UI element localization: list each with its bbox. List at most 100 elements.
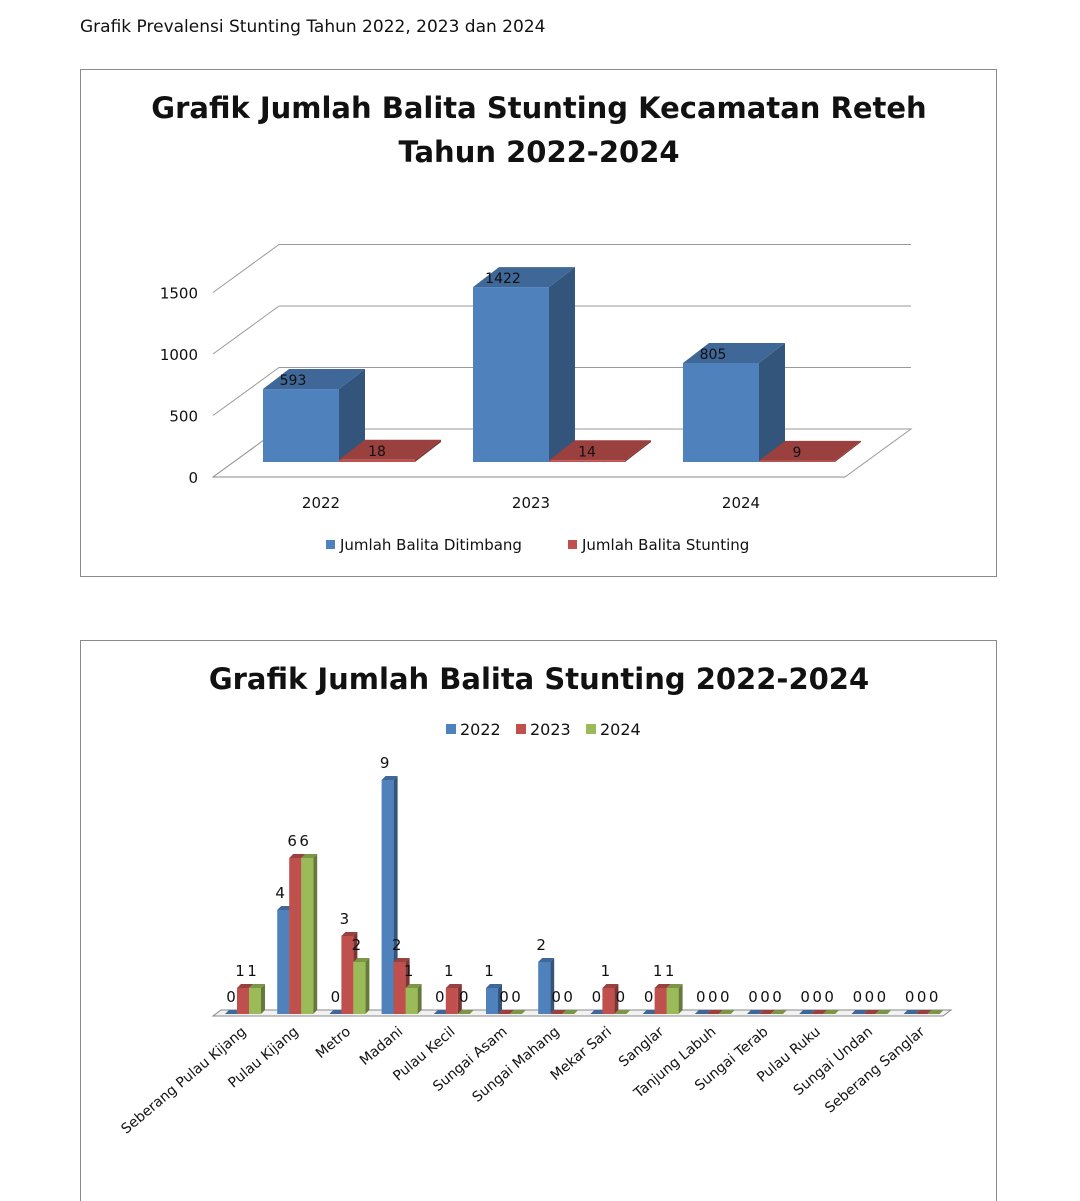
bar-Seberang Pulau Kijang-2024-side	[261, 984, 265, 1014]
bar-Sanglar-2023	[655, 988, 667, 1014]
bar-Metro-2024-side	[365, 958, 369, 1014]
data-label: 18	[368, 444, 386, 460]
legend-label: 2023	[530, 720, 571, 739]
data-label: 0	[929, 988, 939, 1006]
bar-Pulau Kijang-2024	[301, 858, 313, 1014]
bar-Metro-2024	[353, 962, 365, 1014]
x-tick-label: Sanglar	[616, 1024, 667, 1071]
data-label: 0	[226, 988, 236, 1006]
data-label: 14	[578, 444, 596, 460]
data-label: 0	[499, 988, 509, 1006]
data-label: 0	[812, 988, 822, 1006]
data-label: 593	[280, 373, 307, 389]
data-label: 4	[275, 884, 285, 902]
data-label: 1	[444, 962, 454, 980]
x-tick-label: 2022	[302, 494, 340, 512]
bar-Pulau Kijang-2022	[277, 910, 289, 1014]
legend-swatch	[326, 540, 335, 549]
bar-2023-1	[549, 460, 625, 462]
bar-Pulau Kijang-2024-side	[313, 854, 317, 1014]
data-label: 0	[877, 988, 887, 1006]
bar-Madani-2024-side	[418, 984, 422, 1014]
legend-label: Jumlah Balita Ditimbang	[339, 536, 522, 554]
x-tick-label: 2023	[512, 494, 550, 512]
data-label: 0	[435, 988, 445, 1006]
data-label: 2	[536, 936, 546, 954]
legend-label: 2022	[460, 720, 501, 739]
chart-title: Grafik Jumlah Balita Stunting 2022-2024	[209, 662, 869, 696]
bar-Seberang Pulau Kijang-2023	[237, 988, 249, 1014]
bar-2023-0-side	[549, 267, 575, 462]
x-tick-label: Seberang Sanglar	[822, 1024, 928, 1117]
data-label: 0	[853, 988, 863, 1006]
chart-title-line: Tahun 2022-2024	[398, 135, 679, 169]
chart-reteh-total: Grafik Jumlah Balita Stunting Kecamatan …	[80, 69, 997, 577]
x-tick-label: Sungai Mahang	[470, 1024, 563, 1106]
y-tick-label: 1500	[160, 285, 198, 303]
data-label: 0	[748, 988, 758, 1006]
data-label: 6	[287, 832, 297, 850]
data-label: 0	[511, 988, 521, 1006]
data-label: 1	[665, 962, 675, 980]
data-label: 805	[700, 347, 727, 363]
data-label: 0	[865, 988, 875, 1006]
y-tick-label: 1000	[160, 346, 198, 364]
chart-per-village: Grafik Jumlah Balita Stunting 2022-2024 2…	[80, 640, 997, 1201]
y-tick-label: 500	[169, 408, 198, 426]
data-label: 0	[720, 988, 730, 1006]
bar-Sanglar-2024	[667, 988, 679, 1014]
x-tick-label: Madani	[357, 1024, 406, 1069]
bar-2024-0	[683, 363, 759, 462]
data-label: 0	[331, 988, 341, 1006]
data-label: 0	[905, 988, 915, 1006]
bar-Pulau Kecil-2023	[446, 988, 458, 1014]
data-label: 0	[708, 988, 718, 1006]
x-tick-label: Metro	[313, 1024, 354, 1062]
legend-swatch	[568, 540, 577, 549]
legend-swatch	[516, 724, 526, 734]
chart-1-svg: Grafik Jumlah Balita Stunting Kecamatan …	[81, 70, 996, 576]
data-label: 1422	[485, 271, 521, 287]
bar-2022-1	[339, 460, 415, 462]
data-label: 1	[484, 962, 494, 980]
bar-2022-0	[263, 389, 339, 462]
data-label: 1	[601, 962, 611, 980]
bar-Madani-2024	[406, 988, 418, 1014]
bar-Seberang Pulau Kijang-2024	[249, 988, 261, 1014]
gridline-side	[213, 306, 279, 354]
y-tick-label: 0	[188, 469, 198, 487]
bar-Madani-2022	[382, 780, 394, 1014]
data-label: 0	[459, 988, 469, 1006]
data-label: 0	[760, 988, 770, 1006]
bar-Mekar Sari-2023	[602, 988, 614, 1014]
data-label: 1	[404, 962, 414, 980]
data-label: 6	[299, 832, 309, 850]
data-label: 2	[392, 936, 402, 954]
legend-swatch	[446, 724, 456, 734]
chart-title-line: Grafik Jumlah Balita Stunting Kecamatan …	[151, 91, 926, 125]
data-label: 1	[235, 962, 245, 980]
legend-label: Jumlah Balita Stunting	[581, 536, 749, 554]
data-label: 0	[917, 988, 927, 1006]
bar-Pulau Kijang-2023	[289, 858, 301, 1014]
data-label: 0	[616, 988, 626, 1006]
bar-Sungai Mahang-2022	[538, 962, 550, 1014]
data-label: 0	[824, 988, 834, 1006]
data-label: 0	[800, 988, 810, 1006]
bar-2023-0	[473, 287, 549, 462]
data-label: 0	[644, 988, 654, 1006]
data-label: 2	[352, 936, 362, 954]
bar-Sungai Asam-2022	[486, 988, 498, 1014]
data-label: 3	[340, 910, 350, 928]
x-tick-label: 2024	[722, 494, 760, 512]
data-label: 0	[772, 988, 782, 1006]
data-label: 9	[380, 754, 390, 772]
data-label: 0	[563, 988, 573, 1006]
data-label: 9	[793, 445, 802, 461]
data-label: 1	[653, 962, 663, 980]
data-label: 0	[696, 988, 706, 1006]
legend-swatch	[586, 724, 596, 734]
floor	[213, 1010, 951, 1016]
data-label: 0	[592, 988, 602, 1006]
bar-Sanglar-2024-side	[679, 984, 683, 1014]
